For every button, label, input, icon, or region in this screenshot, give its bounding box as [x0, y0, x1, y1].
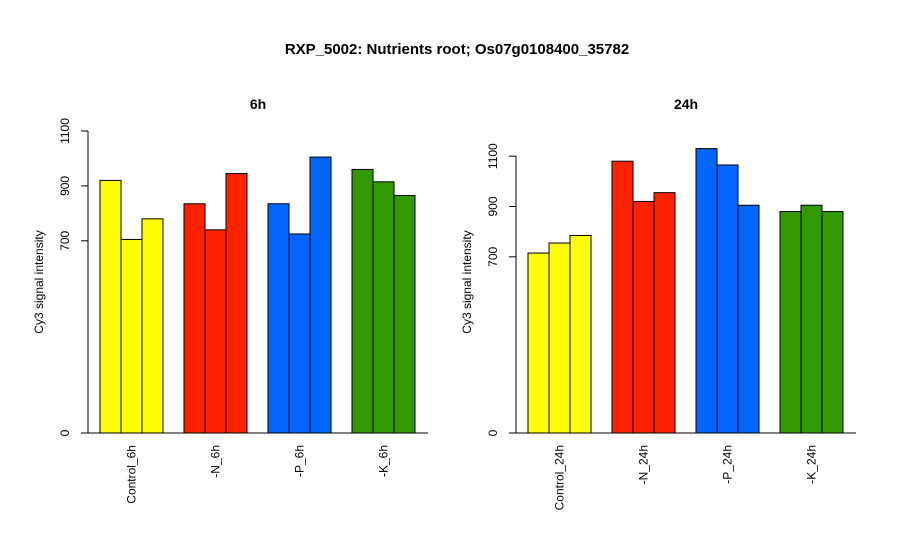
bar: [569, 234, 592, 434]
chart-panel-24h: 24h 0 700 900 1100 Cy3 signal intensity Contro…: [460, 96, 856, 510]
bar: [800, 204, 823, 434]
x-category-label: -P_6h: [293, 445, 307, 477]
x-category-label: -N_6h: [209, 445, 223, 478]
x-category-label: -N_24h: [637, 445, 651, 484]
panel-title: 24h: [674, 96, 698, 112]
bar: [716, 164, 739, 434]
bar: [632, 200, 655, 434]
bar: [611, 160, 634, 434]
bar: [309, 156, 332, 434]
bar: [288, 233, 311, 434]
x-category-label: -K_24h: [805, 445, 819, 484]
y-tick-label: 900: [58, 176, 72, 196]
y-tick-label: 700: [486, 247, 500, 267]
x-category-label: Control_6h: [125, 445, 139, 504]
bar: [653, 192, 676, 434]
bar: [821, 211, 844, 434]
x-category-label: Control_24h: [553, 445, 567, 510]
y-tick-label: 0: [58, 429, 72, 436]
figure-title: RXP_5002: Nutrients root; Os07g0108400_3…: [285, 41, 629, 58]
y-tick-label: 700: [58, 230, 72, 250]
y-axis-label: Cy3 signal intensity: [460, 230, 474, 333]
x-category-label: -P_24h: [721, 445, 735, 484]
bar: [548, 242, 571, 434]
chart-panel-6h: 6h 0 700 900 1100 Cy3 signal intensity Control…: [32, 96, 428, 504]
bar: [351, 168, 374, 434]
bar: [183, 203, 206, 434]
bar: [737, 204, 760, 434]
bar: [779, 211, 802, 434]
y-axis-label: Cy3 signal intensity: [32, 230, 46, 333]
bar: [372, 181, 395, 434]
bar: [99, 179, 122, 434]
y-tick-label: 1100: [58, 118, 72, 144]
y-tick-label: 0: [486, 429, 500, 436]
y-tick-label: 900: [486, 196, 500, 216]
bar: [120, 238, 143, 434]
bar: [225, 173, 248, 434]
bar: [204, 229, 227, 434]
y-tick-label: 1100: [486, 143, 500, 169]
panel-title: 6h: [250, 96, 266, 112]
bar: [393, 195, 416, 434]
bar: [527, 252, 550, 434]
bar: [267, 203, 290, 434]
bar: [141, 218, 164, 434]
x-category-label: -K_6h: [377, 445, 391, 477]
bar: [695, 148, 718, 434]
